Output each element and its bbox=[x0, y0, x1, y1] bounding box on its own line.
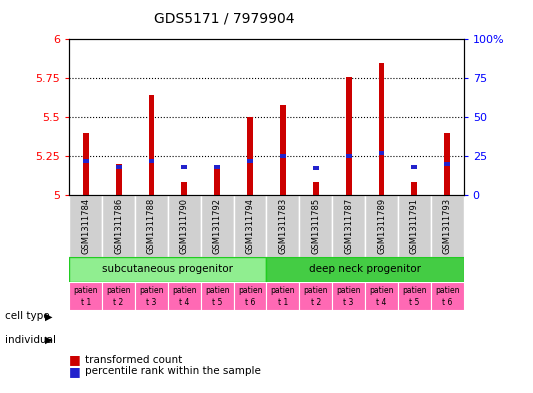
Bar bbox=[365, 281, 398, 310]
Text: patien: patien bbox=[107, 286, 131, 296]
Bar bbox=[247, 159, 253, 163]
Bar bbox=[83, 159, 88, 163]
Text: deep neck progenitor: deep neck progenitor bbox=[309, 264, 421, 274]
Text: ■: ■ bbox=[69, 353, 81, 366]
Bar bbox=[149, 159, 155, 163]
Bar bbox=[378, 62, 384, 195]
Bar bbox=[332, 195, 365, 257]
Bar bbox=[247, 117, 253, 195]
Text: t 6: t 6 bbox=[245, 298, 255, 307]
Bar bbox=[431, 195, 464, 257]
Bar bbox=[300, 195, 332, 257]
Bar bbox=[313, 167, 319, 171]
Text: GSM1311785: GSM1311785 bbox=[311, 198, 320, 254]
Text: patien: patien bbox=[139, 286, 164, 296]
Text: patien: patien bbox=[336, 286, 361, 296]
Bar bbox=[181, 182, 187, 195]
Bar bbox=[233, 195, 266, 257]
Bar bbox=[181, 165, 187, 169]
Text: patien: patien bbox=[74, 286, 98, 296]
Text: t 6: t 6 bbox=[442, 298, 453, 307]
Text: patien: patien bbox=[304, 286, 328, 296]
Text: patien: patien bbox=[205, 286, 229, 296]
Text: GSM1311794: GSM1311794 bbox=[246, 198, 255, 254]
Text: t 1: t 1 bbox=[80, 298, 91, 307]
Bar bbox=[365, 195, 398, 257]
Text: t 2: t 2 bbox=[311, 298, 321, 307]
Text: patien: patien bbox=[402, 286, 426, 296]
Bar bbox=[102, 281, 135, 310]
Bar bbox=[201, 195, 233, 257]
Bar bbox=[168, 195, 201, 257]
Text: subcutaneous progenitor: subcutaneous progenitor bbox=[102, 264, 233, 274]
Text: patien: patien bbox=[271, 286, 295, 296]
Bar bbox=[431, 281, 464, 310]
Text: patien: patien bbox=[238, 286, 262, 296]
Bar bbox=[69, 281, 102, 310]
Bar bbox=[102, 195, 135, 257]
Text: patien: patien bbox=[172, 286, 197, 296]
Text: transformed count: transformed count bbox=[85, 354, 182, 365]
Bar bbox=[214, 169, 220, 195]
Text: GSM1311784: GSM1311784 bbox=[81, 198, 90, 254]
Bar bbox=[300, 281, 332, 310]
Bar bbox=[411, 165, 417, 169]
Bar bbox=[83, 133, 88, 195]
Bar bbox=[135, 195, 168, 257]
Bar bbox=[266, 281, 300, 310]
Bar bbox=[445, 162, 450, 166]
Text: cell type: cell type bbox=[5, 311, 50, 321]
Text: t 3: t 3 bbox=[343, 298, 354, 307]
Bar bbox=[398, 195, 431, 257]
Bar bbox=[280, 154, 286, 158]
Text: percentile rank within the sample: percentile rank within the sample bbox=[85, 366, 261, 376]
Bar bbox=[69, 195, 102, 257]
Bar bbox=[346, 154, 352, 158]
Text: GSM1311787: GSM1311787 bbox=[344, 198, 353, 254]
Text: t 2: t 2 bbox=[114, 298, 124, 307]
Text: GSM1311793: GSM1311793 bbox=[443, 198, 452, 254]
Text: t 1: t 1 bbox=[278, 298, 288, 307]
Text: t 4: t 4 bbox=[376, 298, 387, 307]
Text: t 3: t 3 bbox=[146, 298, 157, 307]
Text: GSM1311792: GSM1311792 bbox=[213, 198, 222, 254]
Text: ▶: ▶ bbox=[45, 335, 53, 345]
Bar bbox=[378, 151, 384, 155]
Text: GSM1311786: GSM1311786 bbox=[114, 198, 123, 254]
Bar bbox=[233, 281, 266, 310]
Bar bbox=[149, 95, 155, 195]
Bar bbox=[69, 257, 266, 281]
Text: ▶: ▶ bbox=[45, 311, 53, 321]
Text: GSM1311788: GSM1311788 bbox=[147, 198, 156, 254]
Text: t 5: t 5 bbox=[212, 298, 222, 307]
Text: t 5: t 5 bbox=[409, 298, 419, 307]
Bar bbox=[280, 105, 286, 195]
Bar bbox=[411, 182, 417, 195]
Bar bbox=[116, 164, 122, 195]
Text: GSM1311790: GSM1311790 bbox=[180, 198, 189, 254]
Bar bbox=[313, 182, 319, 195]
Text: patien: patien bbox=[435, 286, 459, 296]
Bar bbox=[445, 133, 450, 195]
Text: individual: individual bbox=[5, 335, 56, 345]
Bar bbox=[168, 281, 201, 310]
Text: GSM1311789: GSM1311789 bbox=[377, 198, 386, 254]
Text: GSM1311783: GSM1311783 bbox=[278, 198, 287, 254]
Text: GDS5171 / 7979904: GDS5171 / 7979904 bbox=[154, 11, 294, 26]
Bar bbox=[332, 281, 365, 310]
Bar bbox=[201, 281, 233, 310]
Text: GSM1311791: GSM1311791 bbox=[410, 198, 419, 254]
Bar bbox=[116, 165, 122, 169]
Bar bbox=[135, 281, 168, 310]
Bar bbox=[398, 281, 431, 310]
Bar bbox=[346, 77, 352, 195]
Text: t 4: t 4 bbox=[179, 298, 190, 307]
Bar bbox=[266, 195, 300, 257]
Bar bbox=[266, 257, 464, 281]
Text: patien: patien bbox=[369, 286, 394, 296]
Bar bbox=[214, 165, 220, 169]
Text: ■: ■ bbox=[69, 365, 81, 378]
